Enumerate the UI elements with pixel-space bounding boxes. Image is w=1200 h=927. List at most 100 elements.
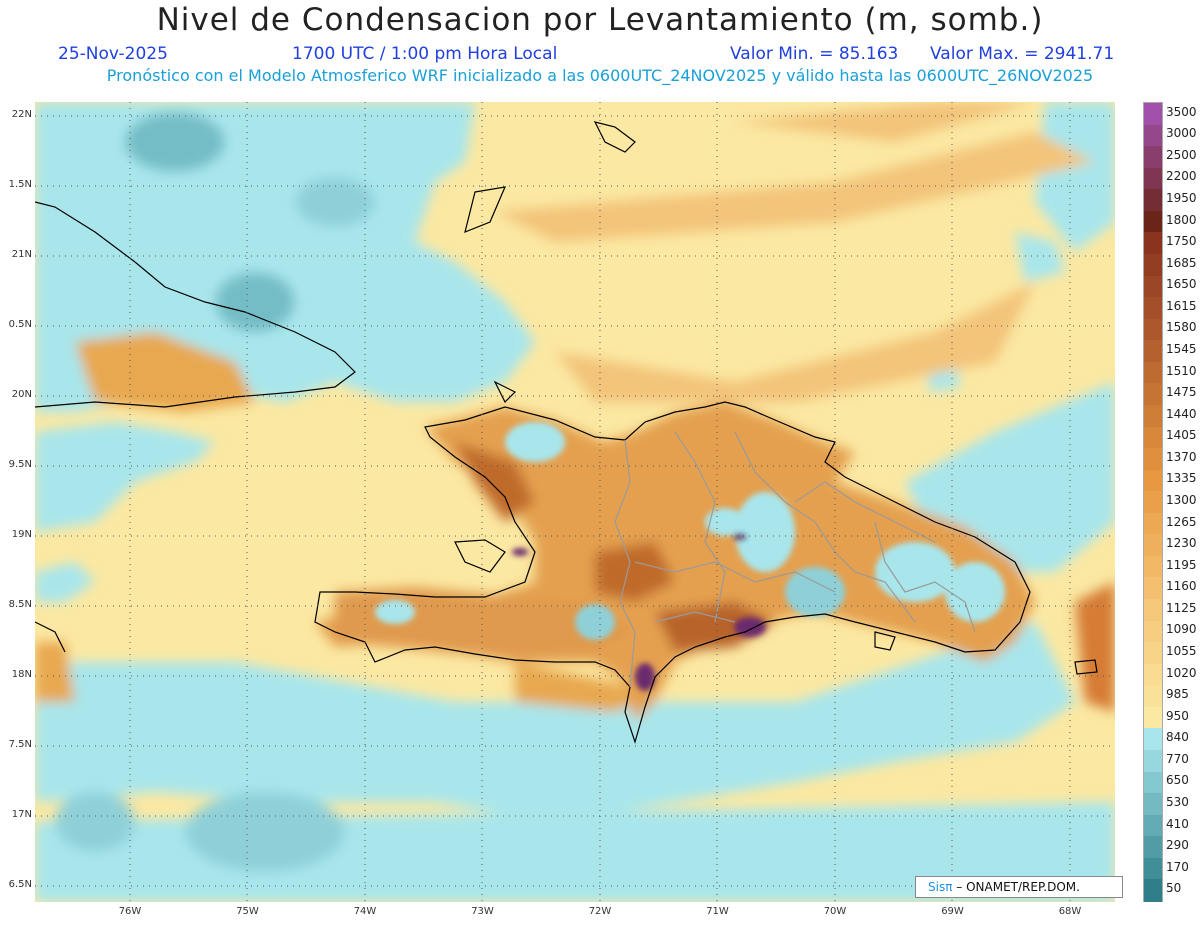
legend-swatch [1144,642,1162,665]
legend-label: 1650 [1166,277,1197,292]
legend-swatch [1144,706,1162,730]
legend-swatch [1144,750,1162,773]
legend-swatch [1144,448,1162,471]
legend-swatch [1144,599,1162,622]
legend-label: 1510 [1166,363,1197,378]
lon-label: 74W [353,906,377,917]
lon-label: 69W [941,906,964,917]
legend-label: 1475 [1166,385,1197,400]
legend-swatch [1144,512,1162,535]
legend-label: 1545 [1166,342,1197,357]
legend-swatch [1144,728,1162,751]
legend-swatch [1144,793,1162,816]
forecast-note: Pronóstico con el Modelo Atmosferico WRF… [106,66,1094,85]
legend-swatch [1144,361,1162,384]
legend-label: 770 [1166,751,1189,766]
legend-swatch [1144,232,1162,255]
legend-swatch [1144,210,1162,233]
legend-label: 1950 [1166,191,1197,206]
legend-label: 1090 [1166,622,1197,637]
legend-label: 1370 [1166,449,1197,464]
lat-label: 19N [11,529,32,540]
legend-label: 3500 [1166,104,1197,119]
legend-label: 1265 [1166,514,1197,529]
legend-label: 1160 [1166,579,1197,594]
lat-label: 20N [11,389,32,400]
legend-swatch [1144,146,1162,169]
legend-swatch [1144,555,1162,579]
legend-swatch [1144,857,1162,881]
legend-swatch [1144,469,1162,492]
date-label: 25-Nov-2025 [58,44,168,64]
lon-label: 70W [823,906,847,917]
lon-label: 72W [588,906,612,917]
legend-swatch [1144,189,1162,212]
legend-label: 2200 [1166,169,1197,184]
legend-swatch [1144,297,1162,320]
lon-label: 68W [1058,906,1082,917]
legend-label: 1125 [1166,600,1197,615]
legend-label: 1300 [1166,493,1197,507]
lat-label: 18N [11,669,32,680]
legend-label: 840 [1166,730,1189,745]
lon-label: 76W [118,906,142,917]
lon-label: 73W [471,906,494,917]
legend-label: 1685 [1166,255,1197,270]
legend-swatch [1144,620,1162,643]
lon-label: 71W [706,906,729,917]
legend-label: 1020 [1166,665,1197,680]
legend-label: 1195 [1166,557,1197,572]
sispi-logo: Sisπ [928,880,953,894]
legend-label: 1580 [1166,320,1197,335]
legend-label: 290 [1166,838,1189,853]
lat-label: 22N [11,109,32,120]
legend-label: 170 [1166,859,1189,874]
legend-label: 950 [1166,708,1189,723]
legend-swatch [1144,663,1162,686]
legend-label: 1335 [1166,471,1197,486]
lat-label: 21N [11,249,32,260]
legend-swatch [1144,426,1162,449]
lat-label: 17N [11,809,32,820]
legend-label: 2500 [1166,147,1197,162]
legend-label: 1405 [1166,428,1197,443]
map-canvas [35,102,1115,902]
lat-label: 7.5N [8,739,32,750]
legend-label: 650 [1166,773,1189,788]
lat-label: 9.5N [8,459,32,470]
legend-label: 1440 [1166,406,1197,421]
legend-label: 985 [1166,687,1189,702]
legend-label: 1230 [1166,536,1197,551]
lcl-map [35,102,1115,902]
legend-swatch [1144,534,1162,557]
legend-swatch [1144,685,1162,708]
legend-label: 3000 [1166,126,1197,141]
legend-swatch [1144,340,1162,363]
legend-label: 530 [1166,794,1189,809]
lat-label: 6.5N [8,879,32,890]
legend-swatch [1144,383,1162,406]
legend-swatch [1144,253,1162,277]
legend-label: 1800 [1166,212,1197,227]
legend-label: 1615 [1166,298,1197,313]
legend-swatch [1144,879,1162,902]
legend-label: 1055 [1166,643,1197,658]
min-value-label: Valor Min. = 85.163 [730,44,899,64]
legend-swatch [1144,318,1162,341]
lat-label: 8.5N [8,599,32,610]
map-title: Nivel de Condensacion por Levantamiento … [156,2,1044,38]
legend-swatch [1144,103,1162,126]
lat-label: 1.5N [8,179,32,190]
lat-label: 0.5N [8,319,32,330]
color-legend [1143,102,1163,902]
legend-swatch [1144,577,1162,600]
legend-swatch [1144,836,1162,859]
legend-label: 1750 [1166,234,1197,249]
time-label: 1700 UTC / 1:00 pm Hora Local [292,44,558,64]
legend-swatch [1144,491,1162,514]
credit-box: Sisπ – ONAMET/REP.DOM. [915,876,1123,898]
legend-label: 410 [1166,816,1189,831]
legend-swatch [1144,167,1162,190]
legend-swatch [1144,124,1162,147]
legend-swatch [1144,814,1162,837]
